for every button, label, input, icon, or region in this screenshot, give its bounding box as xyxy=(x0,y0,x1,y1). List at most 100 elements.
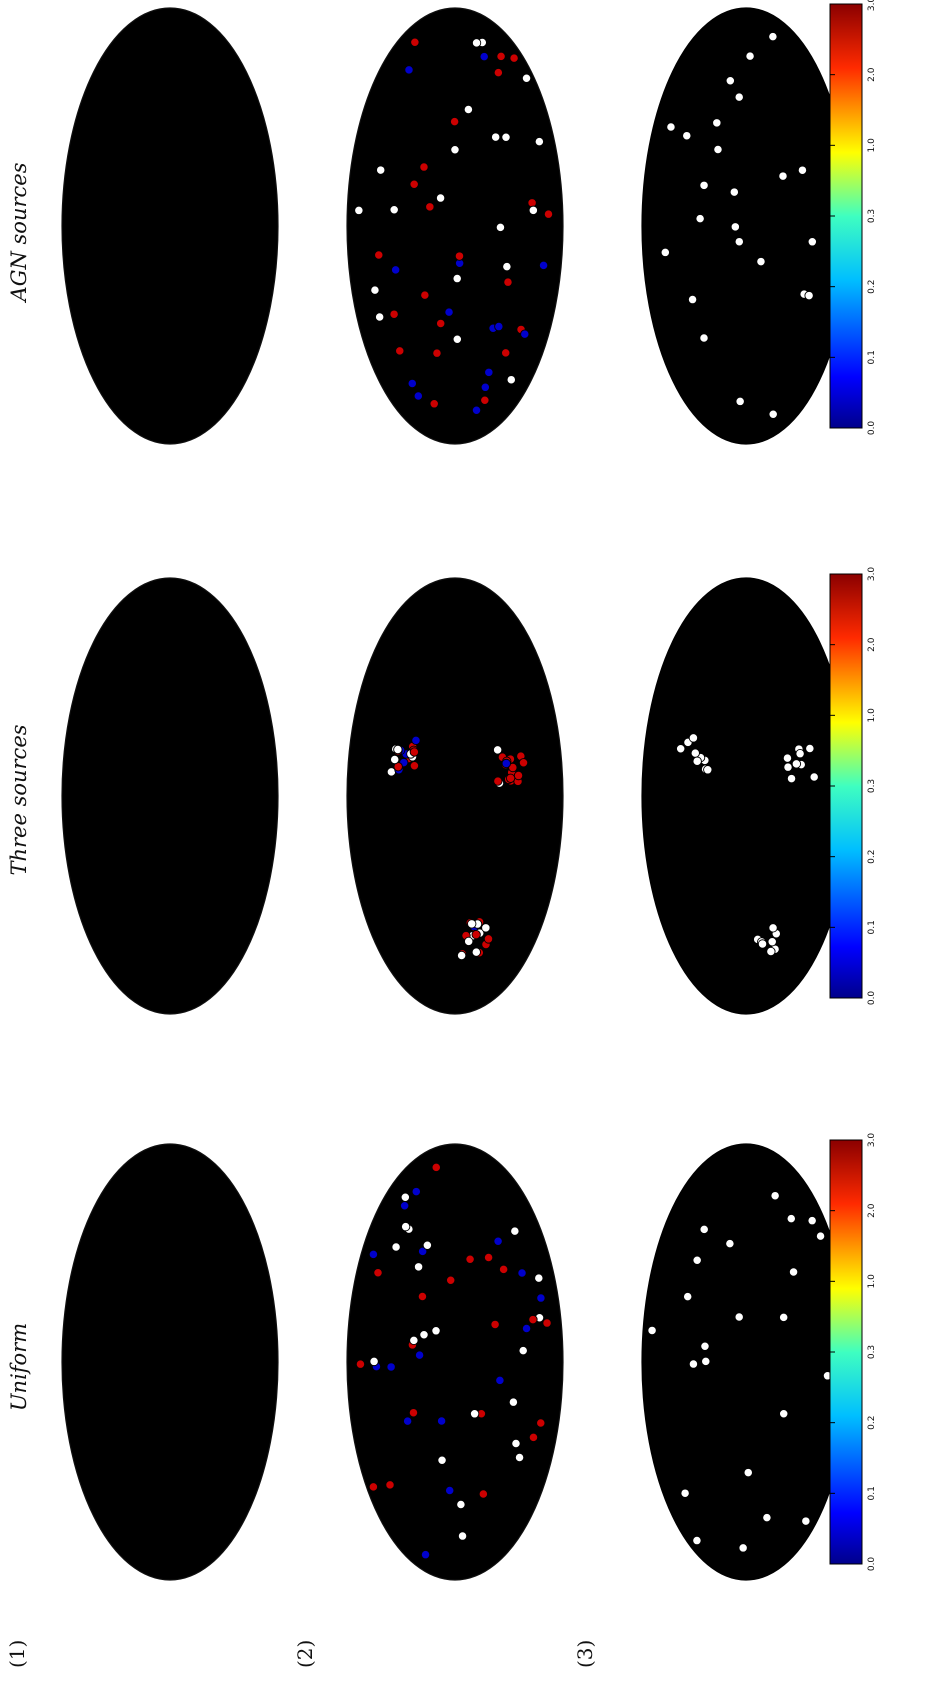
event-marker xyxy=(138,1420,148,1430)
event-marker xyxy=(543,209,554,219)
colorbar-tick-label: 1.0 xyxy=(867,1274,877,1289)
event-marker xyxy=(410,37,420,47)
event-marker xyxy=(154,1442,165,1453)
event-marker xyxy=(450,145,460,155)
event-marker xyxy=(115,1486,125,1497)
event-marker xyxy=(209,182,220,192)
event-marker xyxy=(245,133,255,144)
event-marker xyxy=(111,165,121,175)
event-marker xyxy=(797,165,808,175)
event-marker xyxy=(452,273,462,284)
event-marker xyxy=(501,758,511,769)
event-marker xyxy=(490,1319,500,1330)
event-marker xyxy=(102,763,113,774)
event-marker xyxy=(411,1186,421,1197)
event-marker xyxy=(161,35,171,45)
event-marker xyxy=(786,1213,796,1224)
event-marker xyxy=(112,737,122,748)
event-marker xyxy=(193,326,203,336)
event-marker xyxy=(235,1500,245,1510)
event-marker xyxy=(520,329,530,339)
event-marker xyxy=(368,1482,379,1492)
colorbar-tick-label: 0.3 xyxy=(867,779,877,793)
event-marker xyxy=(210,349,220,359)
event-marker xyxy=(408,1408,419,1418)
colorbar-uniform: 0.0 0.1 0.2 0.3 1.0 2.0 3.0 xyxy=(829,1133,877,1571)
event-marker xyxy=(511,1438,521,1449)
event-marker xyxy=(126,187,136,197)
column-title-three-sources: Three sources xyxy=(7,724,31,875)
event-marker xyxy=(172,228,182,239)
event-marker xyxy=(105,56,115,67)
event-marker xyxy=(407,378,417,389)
event-marker xyxy=(386,1362,396,1372)
event-marker xyxy=(133,310,144,320)
event-marker xyxy=(391,265,401,275)
event-marker xyxy=(213,1304,223,1314)
event-marker xyxy=(492,745,503,755)
event-marker xyxy=(807,237,817,247)
event-marker xyxy=(391,1242,401,1252)
event-marker xyxy=(538,260,549,271)
event-marker xyxy=(743,1467,753,1478)
sky-panel-three-sources-row-2 xyxy=(346,577,564,1015)
event-marker xyxy=(399,1201,410,1211)
event-marker xyxy=(390,754,400,765)
event-marker xyxy=(699,333,709,343)
event-marker xyxy=(145,335,156,345)
event-marker xyxy=(807,1216,817,1226)
event-marker xyxy=(210,103,220,114)
event-marker xyxy=(413,391,423,401)
event-marker xyxy=(692,1535,702,1546)
event-marker xyxy=(809,772,819,782)
event-marker xyxy=(237,245,248,256)
event-marker xyxy=(409,179,419,189)
event-marker xyxy=(175,920,185,931)
event-marker xyxy=(420,1550,431,1560)
colorbar-tick-label: 0.1 xyxy=(867,1486,877,1500)
event-marker xyxy=(471,38,482,48)
event-marker xyxy=(815,1231,826,1241)
event-marker xyxy=(104,1358,115,1368)
event-marker xyxy=(484,367,494,377)
event-marker xyxy=(224,764,234,774)
event-marker xyxy=(211,1289,221,1300)
event-marker xyxy=(471,929,481,940)
event-marker xyxy=(94,75,105,85)
event-marker xyxy=(174,1266,184,1276)
event-marker xyxy=(444,307,454,317)
event-marker xyxy=(131,372,141,383)
colorbar-tick-label: 0.2 xyxy=(867,1416,877,1430)
event-marker xyxy=(480,382,490,392)
event-marker xyxy=(660,247,670,258)
event-marker xyxy=(192,925,202,935)
event-marker xyxy=(508,1397,519,1407)
event-marker xyxy=(730,222,740,232)
event-marker xyxy=(469,1409,480,1419)
event-marker xyxy=(701,1356,711,1367)
event-marker xyxy=(210,1223,220,1234)
event-marker xyxy=(480,395,490,405)
event-marker xyxy=(801,1516,811,1526)
event-marker xyxy=(90,91,100,102)
event-marker xyxy=(513,770,524,781)
event-marker xyxy=(78,1278,88,1288)
event-marker xyxy=(227,1290,237,1300)
event-marker xyxy=(148,1298,159,1309)
event-marker xyxy=(436,318,446,329)
event-marker xyxy=(123,738,134,748)
colorbar-tick-label: 2.0 xyxy=(867,67,877,82)
sky-panel-agn-sources-row-2 xyxy=(346,7,564,445)
event-marker xyxy=(437,1455,447,1465)
event-marker xyxy=(518,1345,528,1356)
event-marker xyxy=(436,1416,447,1426)
event-marker xyxy=(209,298,219,308)
event-marker xyxy=(699,1224,709,1235)
event-marker xyxy=(483,1252,494,1263)
event-marker xyxy=(688,1359,699,1369)
event-marker xyxy=(756,256,766,267)
event-marker xyxy=(467,919,477,929)
event-marker xyxy=(85,146,95,156)
event-marker xyxy=(354,205,364,216)
event-marker xyxy=(534,136,545,147)
